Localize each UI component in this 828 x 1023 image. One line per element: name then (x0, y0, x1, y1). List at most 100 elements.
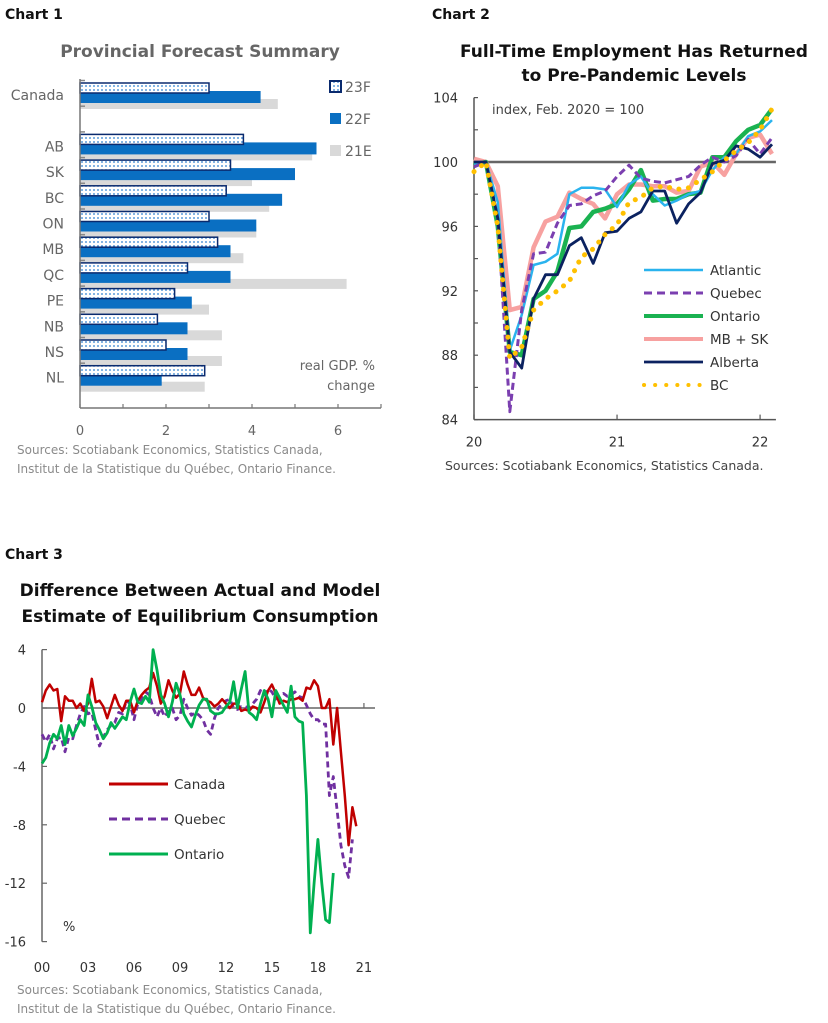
x-tick-label: 00 (34, 961, 51, 976)
bar-21e-qc (80, 278, 347, 289)
x-tick-label: 0 (76, 424, 84, 439)
category-label-pe: PE (47, 294, 64, 310)
x-tick-label: 21 (609, 436, 626, 451)
bar-21e-ab (80, 150, 313, 161)
bar-22f-nb (80, 322, 188, 335)
chart-1-source: Sources: Scotiabank Economics, Statistic… (17, 441, 336, 479)
series-line-alberta (474, 143, 774, 370)
series-line-atlantic (473, 119, 773, 352)
category-label-mb: MB (42, 242, 64, 258)
series-line-canada (40, 670, 358, 847)
bar-22f-nl (80, 373, 162, 386)
chart-3-source-line-1: Sources: Scotiabank Economics, Statistic… (17, 983, 323, 997)
bar-22f-on (80, 219, 257, 232)
category-label-nl: NL (46, 371, 64, 387)
y-unit-label: % (63, 920, 75, 935)
legend-label-canada: Canada (174, 777, 225, 793)
y-tick-label: 96 (441, 220, 458, 235)
bar-21e-on (80, 227, 257, 238)
category-label-canada: Canada (11, 88, 64, 104)
chart-3-source: Sources: Scotiabank Economics, Statistic… (17, 981, 336, 1019)
legend-label-bc: BC (710, 378, 728, 394)
legend-label-ontario: Ontario (710, 309, 760, 325)
chart-1-source-line-2: Institut de la Statistique du Québec, On… (17, 462, 336, 476)
legend-label-quebec: Quebec (710, 286, 762, 302)
bar-22f-bc (80, 193, 283, 206)
bar-21e-bc (80, 201, 270, 212)
y-tick-label: 92 (441, 285, 458, 300)
series-line-bc (471, 106, 775, 361)
series-line-ontario (40, 648, 335, 935)
bar-21e-ns (80, 356, 222, 366)
category-label-qc: QC (43, 268, 64, 284)
x-tick-label: 06 (126, 961, 143, 976)
bar-22f-canada (80, 91, 261, 103)
legend-label-23f: 23F (345, 80, 371, 96)
x-tick-label: 18 (310, 961, 327, 976)
x-tick-label: 6 (334, 424, 342, 439)
x-tick-label: 20 (466, 436, 483, 451)
chart-2-label: Chart 2 (432, 7, 490, 23)
annotation-line-1: real GDP. % (300, 359, 375, 374)
chart-3-source-line-2: Institut de la Statistique du Québec, On… (17, 1002, 336, 1016)
category-label-on: ON (43, 217, 65, 233)
y-tick-label: 104 (433, 92, 458, 107)
y-tick-label: 88 (441, 349, 458, 364)
chart-2-title: Full-Time Employment Has Returned to Pre… (440, 40, 828, 88)
y-tick-label: 84 (441, 414, 458, 429)
legend-label-alberta: Alberta (710, 355, 759, 371)
chart-1-source-line-1: Sources: Scotiabank Economics, Statistic… (17, 443, 323, 457)
chart-2-title-line-1: Full-Time Employment Has Returned (460, 42, 808, 62)
y-tick-label: -16 (5, 936, 26, 951)
legend-label-ontario: Ontario (174, 847, 224, 863)
legend-label-mb-sk: MB + SK (710, 332, 769, 348)
y-tick-label: 100 (433, 156, 458, 171)
legend-swatch-21e (330, 145, 341, 156)
bar-22f-qc (80, 270, 231, 283)
bar-22f-ns (80, 348, 188, 360)
chart-2-source-line-1: Sources: Scotiabank Economics, Statistic… (445, 458, 764, 473)
chart-2-source: Sources: Scotiabank Economics, Statistic… (445, 456, 763, 475)
y-tick-label: -4 (13, 760, 26, 775)
y-tick-label: -12 (5, 877, 26, 892)
legend-label-quebec: Quebec (174, 812, 226, 828)
category-label-ns: NS (45, 345, 64, 361)
chart-2-annotation: index, Feb. 2020 = 100 (492, 103, 644, 118)
category-label-ab: AB (45, 139, 64, 155)
category-label-nb: NB (44, 319, 64, 335)
bar-22f-pe (80, 296, 192, 309)
x-tick-label: 09 (172, 961, 189, 976)
x-tick-label: 4 (248, 424, 256, 439)
legend-label-21e: 21E (345, 144, 372, 160)
bar-21e-nl (80, 381, 205, 392)
bar-21e-canada (80, 99, 278, 109)
chart-3-title-line-2: Estimate of Equilibrium Consumption (21, 607, 379, 627)
chart-1-title: Provincial Forecast Summary (60, 42, 340, 62)
chart-3-title-line-1: Difference Between Actual and Model (19, 581, 381, 601)
bar-21e-pe (80, 304, 209, 315)
legend-swatch-22f (330, 113, 341, 124)
y-tick-label: 0 (18, 702, 26, 717)
legend-label-22f: 22F (345, 112, 371, 128)
legend-label-atlantic: Atlantic (710, 263, 761, 279)
bar-22f-sk (80, 168, 295, 181)
category-label-sk: SK (46, 165, 65, 181)
x-tick-label: 2 (162, 424, 170, 439)
chart-2-title-line-2: to Pre-Pandemic Levels (521, 66, 747, 86)
annotation-line-2: change (327, 379, 375, 394)
x-tick-label: 03 (80, 961, 97, 976)
chart-1-label: Chart 1 (5, 7, 63, 23)
bar-21e-nb (80, 330, 222, 341)
x-tick-label: 12 (218, 961, 235, 976)
x-tick-label: 21 (356, 961, 373, 976)
x-tick-label: 22 (752, 436, 769, 451)
bar-21e-sk (80, 176, 252, 187)
x-tick-label: 15 (264, 961, 281, 976)
y-tick-label: 4 (18, 644, 26, 659)
chart-3-title: Difference Between Actual and Model Esti… (0, 578, 400, 630)
bar-22f-ab (80, 142, 317, 155)
y-tick-label: -8 (13, 819, 26, 834)
